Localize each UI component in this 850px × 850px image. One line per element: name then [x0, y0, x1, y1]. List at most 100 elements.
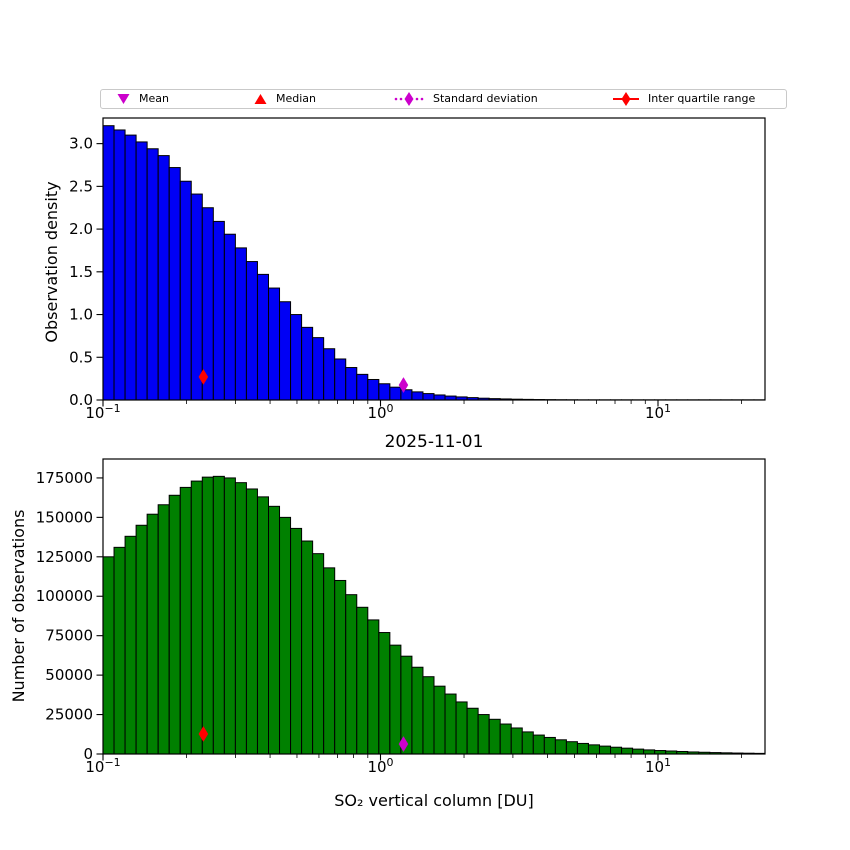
histogram-bar — [621, 747, 634, 755]
histogram-bar — [268, 505, 281, 755]
histogram-bar — [301, 540, 314, 755]
legend-item-label: Inter quartile range — [648, 92, 756, 105]
standard-deviation-diamond-dotted-icon — [394, 92, 424, 106]
y-tick-label: 125000 — [36, 548, 93, 566]
histogram-bar — [323, 348, 336, 401]
histogram-bar — [433, 685, 446, 755]
y-tick-label: 50000 — [45, 666, 93, 684]
x-axis-label: 2025-11-01 — [385, 432, 484, 452]
histogram-bar — [290, 527, 303, 755]
histogram-bar — [190, 193, 203, 401]
histogram-bar — [576, 742, 589, 755]
histogram-bar — [312, 337, 325, 401]
histogram-bar — [113, 129, 126, 401]
histogram-bar — [268, 287, 281, 401]
histogram-bar — [301, 326, 314, 401]
y-tick-label: 3.0 — [69, 135, 93, 153]
y-tick-label: 2.5 — [69, 177, 93, 195]
histogram-bar — [256, 273, 270, 401]
histogram-bar — [444, 693, 457, 755]
y-tick-label: 25000 — [45, 706, 93, 724]
histogram-bar — [135, 141, 148, 401]
legend-item-label: Mean — [139, 92, 169, 105]
histogram-bar — [323, 567, 336, 755]
inter-quartile-range-marker — [198, 368, 209, 385]
y-tick-label: 0 — [83, 745, 93, 763]
x-tick-label: 101 — [645, 756, 671, 776]
axes-frame — [102, 117, 766, 401]
histogram-bar — [124, 535, 137, 755]
x-tick-label: 10−1 — [85, 756, 120, 776]
inter-quartile-range-diamond-line-icon — [613, 92, 639, 106]
standard-deviation-marker — [398, 377, 409, 394]
histogram-bar — [422, 676, 435, 755]
histogram-bar — [345, 594, 358, 755]
histogram-bar — [212, 220, 225, 401]
histogram-bar — [477, 714, 490, 755]
histogram-bar — [146, 148, 159, 401]
histogram-bar — [345, 367, 358, 401]
histogram-bar — [433, 394, 446, 401]
histogram-bar — [599, 745, 612, 755]
y-tick-label: 1.0 — [69, 306, 93, 324]
legend-item-inter-quartile-range: Inter quartile range — [613, 90, 755, 108]
mean-triangle-down-icon — [117, 94, 130, 104]
inter-quartile-range-marker — [198, 725, 209, 742]
histogram-bar — [245, 261, 258, 401]
histogram-bar — [411, 391, 424, 401]
histogram-bar — [223, 233, 236, 401]
histogram-bar — [212, 475, 225, 755]
legend-item-label: Median — [276, 92, 317, 105]
y-tick-label: 75000 — [45, 627, 93, 645]
y-tick-label: 150000 — [36, 508, 93, 526]
histogram-bar — [499, 723, 512, 755]
y-tick-label: 2.0 — [69, 220, 93, 238]
histogram-bar — [135, 524, 148, 755]
histogram-bar — [455, 701, 468, 755]
histogram-bar — [389, 644, 402, 755]
histogram-bar — [356, 606, 369, 755]
standard-deviation-marker — [398, 736, 409, 753]
histogram-bar — [488, 718, 501, 755]
histogram-bar — [389, 386, 402, 401]
histogram-bar — [532, 734, 545, 755]
histogram-bar — [201, 476, 214, 755]
histogram-bar — [245, 488, 258, 755]
histogram-bar — [643, 749, 656, 755]
histogram-bar — [378, 383, 391, 401]
histogram-bar — [102, 125, 115, 401]
histogram-bar — [411, 666, 424, 755]
histogram-bar — [124, 134, 137, 401]
histogram-bar — [146, 513, 159, 755]
y-tick-label: 1.5 — [69, 263, 93, 281]
histogram-bar — [113, 546, 126, 755]
y-tick-label: 0.0 — [69, 391, 93, 409]
histogram-bar — [543, 736, 556, 755]
histogram-bar — [356, 373, 369, 401]
histogram-bar — [422, 393, 435, 401]
histogram-bar — [290, 314, 303, 401]
histogram-bar — [279, 516, 292, 755]
histogram-bar — [367, 378, 380, 401]
legend-item-mean: Mean — [117, 90, 169, 108]
histogram-bar — [102, 556, 115, 755]
histogram-bar — [510, 727, 523, 755]
histogram-bar — [312, 553, 325, 755]
histogram-bar — [279, 301, 292, 401]
legend-item-median: Median — [254, 90, 316, 108]
histogram-bar — [234, 482, 247, 755]
histogram-bar — [179, 486, 192, 755]
histogram-bar — [367, 619, 380, 755]
legend-item-standard-deviation: Standard deviation — [394, 90, 538, 108]
histogram-bar — [554, 739, 567, 755]
median-triangle-up-icon — [254, 94, 267, 104]
histogram-bar — [157, 155, 170, 401]
histogram-bar — [223, 477, 236, 755]
histogram-bar — [521, 731, 534, 755]
x-axis-label: SO₂ vertical column [DU] — [334, 791, 534, 810]
legend: Mean Median Standard deviation Inter q — [100, 89, 787, 109]
histogram-bar — [234, 247, 247, 401]
histogram-bar — [190, 480, 203, 755]
